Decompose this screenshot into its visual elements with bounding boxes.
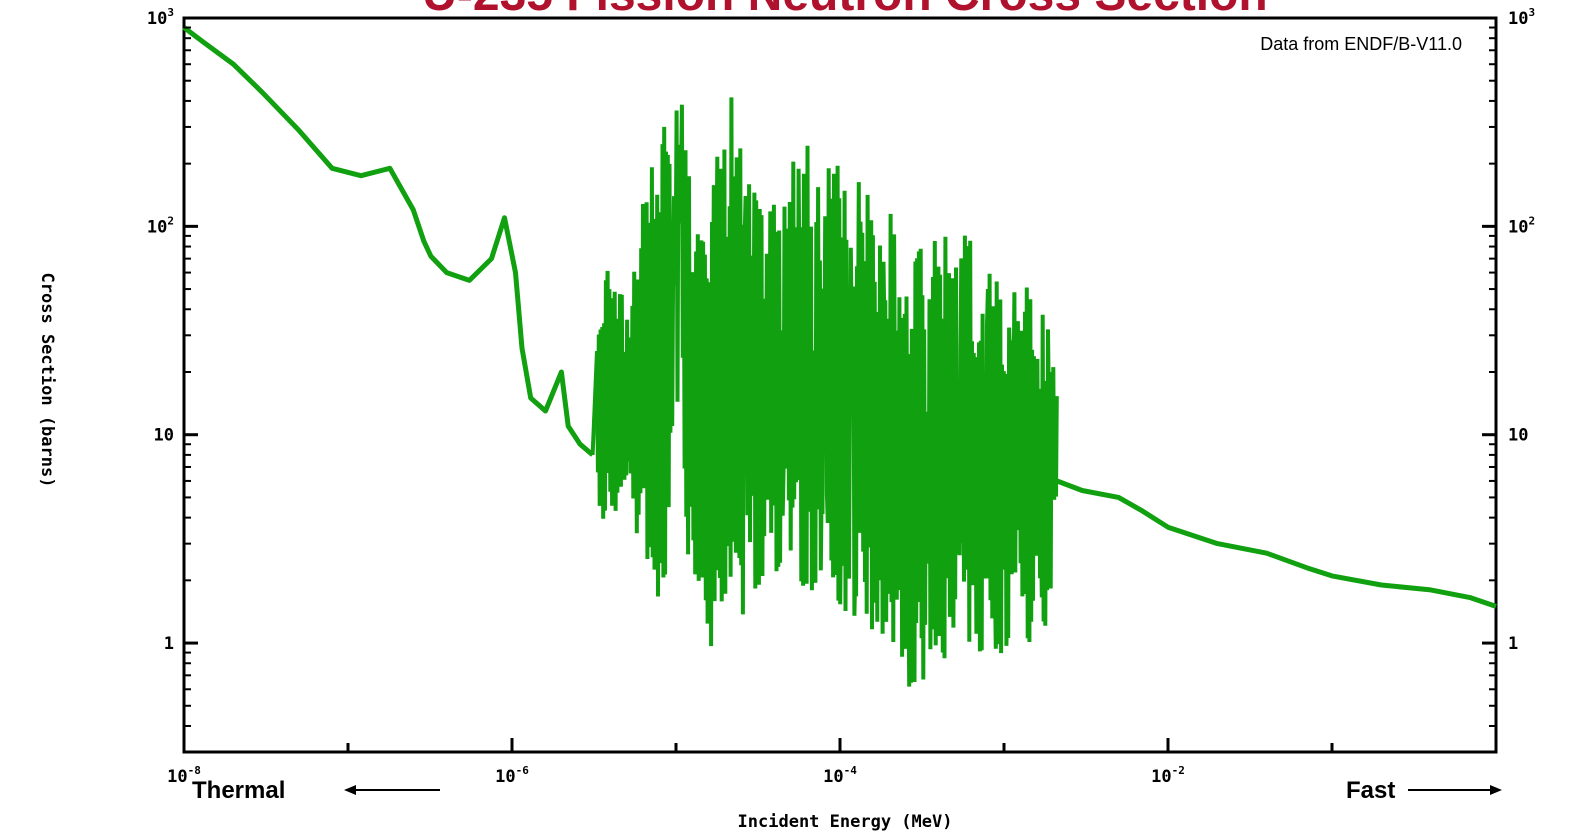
thermal-label: Thermal xyxy=(192,777,285,804)
y-tick-label: 103 xyxy=(147,6,174,29)
thermal-arrow xyxy=(344,785,440,795)
y-tick-label: 102 xyxy=(1508,214,1535,237)
series-line-thermal xyxy=(182,25,595,457)
series-line-resonance xyxy=(595,97,1059,687)
y-axis-label: Cross Section (barns) xyxy=(37,273,57,488)
x-tick-label: 10-6 xyxy=(495,764,529,787)
y-tick-label: 1 xyxy=(164,634,174,654)
y-tick-label: 1 xyxy=(1508,634,1518,654)
x-tick-label: 10-8 xyxy=(167,764,201,787)
series-layer xyxy=(182,25,1497,687)
y-tick-label: 10 xyxy=(154,426,174,446)
y-tick-label: 10 xyxy=(1508,426,1528,446)
chart-title: U-235 Fission Neutron Cross Section xyxy=(422,0,1268,21)
x-tick-label: 10-4 xyxy=(823,764,857,787)
y-tick-label: 103 xyxy=(1508,6,1535,29)
series-line-join xyxy=(590,351,599,455)
fast-label: Fast xyxy=(1346,777,1395,804)
x-tick-label: 10-2 xyxy=(1151,764,1185,787)
fast-arrow xyxy=(1408,785,1502,795)
ticks-layer: 10-8 10-6 10-4 10-2 1 1 10 10 102 102 103 103 xyxy=(147,6,1535,787)
y-tick-label: 102 xyxy=(147,214,174,237)
series-line-fast xyxy=(1055,478,1497,609)
x-axis-label: Incident Energy (MeV) xyxy=(738,812,953,832)
data-source-annotation: Data from ENDF/B-V11.0 xyxy=(1260,34,1462,54)
